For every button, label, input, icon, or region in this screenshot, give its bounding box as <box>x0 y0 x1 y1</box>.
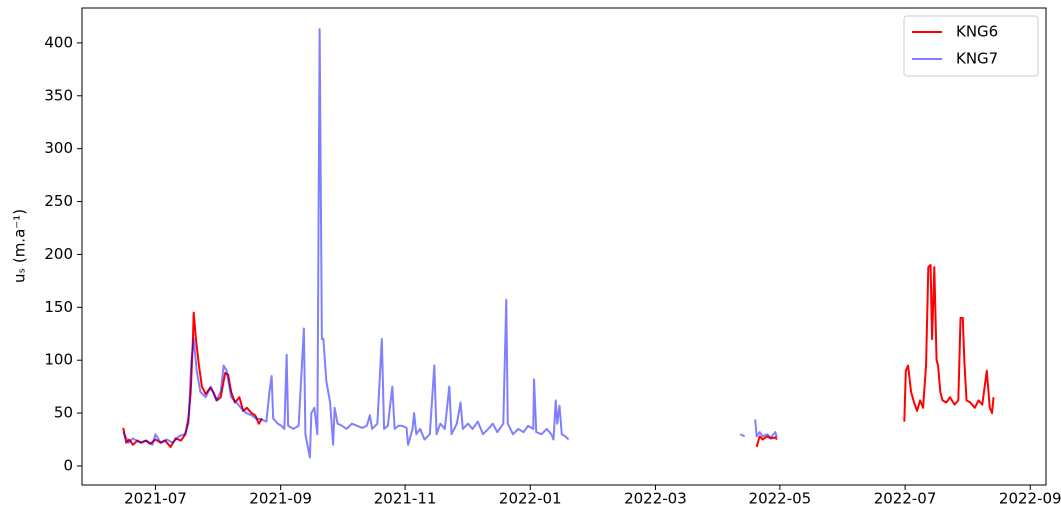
y-tick-label: 100 <box>44 351 73 369</box>
y-tick-label: 400 <box>44 33 73 51</box>
x-tick-label: 2022-09 <box>999 490 1061 507</box>
y-tick-label: 350 <box>44 86 73 104</box>
plot-frame <box>81 7 1047 486</box>
y-tick-label: 250 <box>44 192 73 210</box>
x-tick-label: 2022-07 <box>874 490 937 507</box>
legend-label: KNG6 <box>956 23 998 41</box>
x-tick-label: 2022-05 <box>749 490 812 507</box>
x-tick-label: 2022-03 <box>624 490 687 507</box>
y-tick-label: 50 <box>54 404 73 422</box>
legend-label: KNG7 <box>956 50 998 68</box>
y-axis-label: uₛ (m.a⁻¹) <box>11 209 29 283</box>
x-tick-label: 2021-11 <box>374 490 437 507</box>
x-tick-label: 2022-01 <box>499 490 562 507</box>
x-tick-label: 2021-07 <box>124 490 187 507</box>
y-tick-label: 150 <box>44 298 73 316</box>
y-tick-label: 0 <box>63 456 73 474</box>
y-tick-label: 200 <box>44 245 73 263</box>
x-tick-label: 2021-09 <box>249 490 312 507</box>
series-line <box>122 28 778 459</box>
y-tick-label: 300 <box>44 139 73 157</box>
